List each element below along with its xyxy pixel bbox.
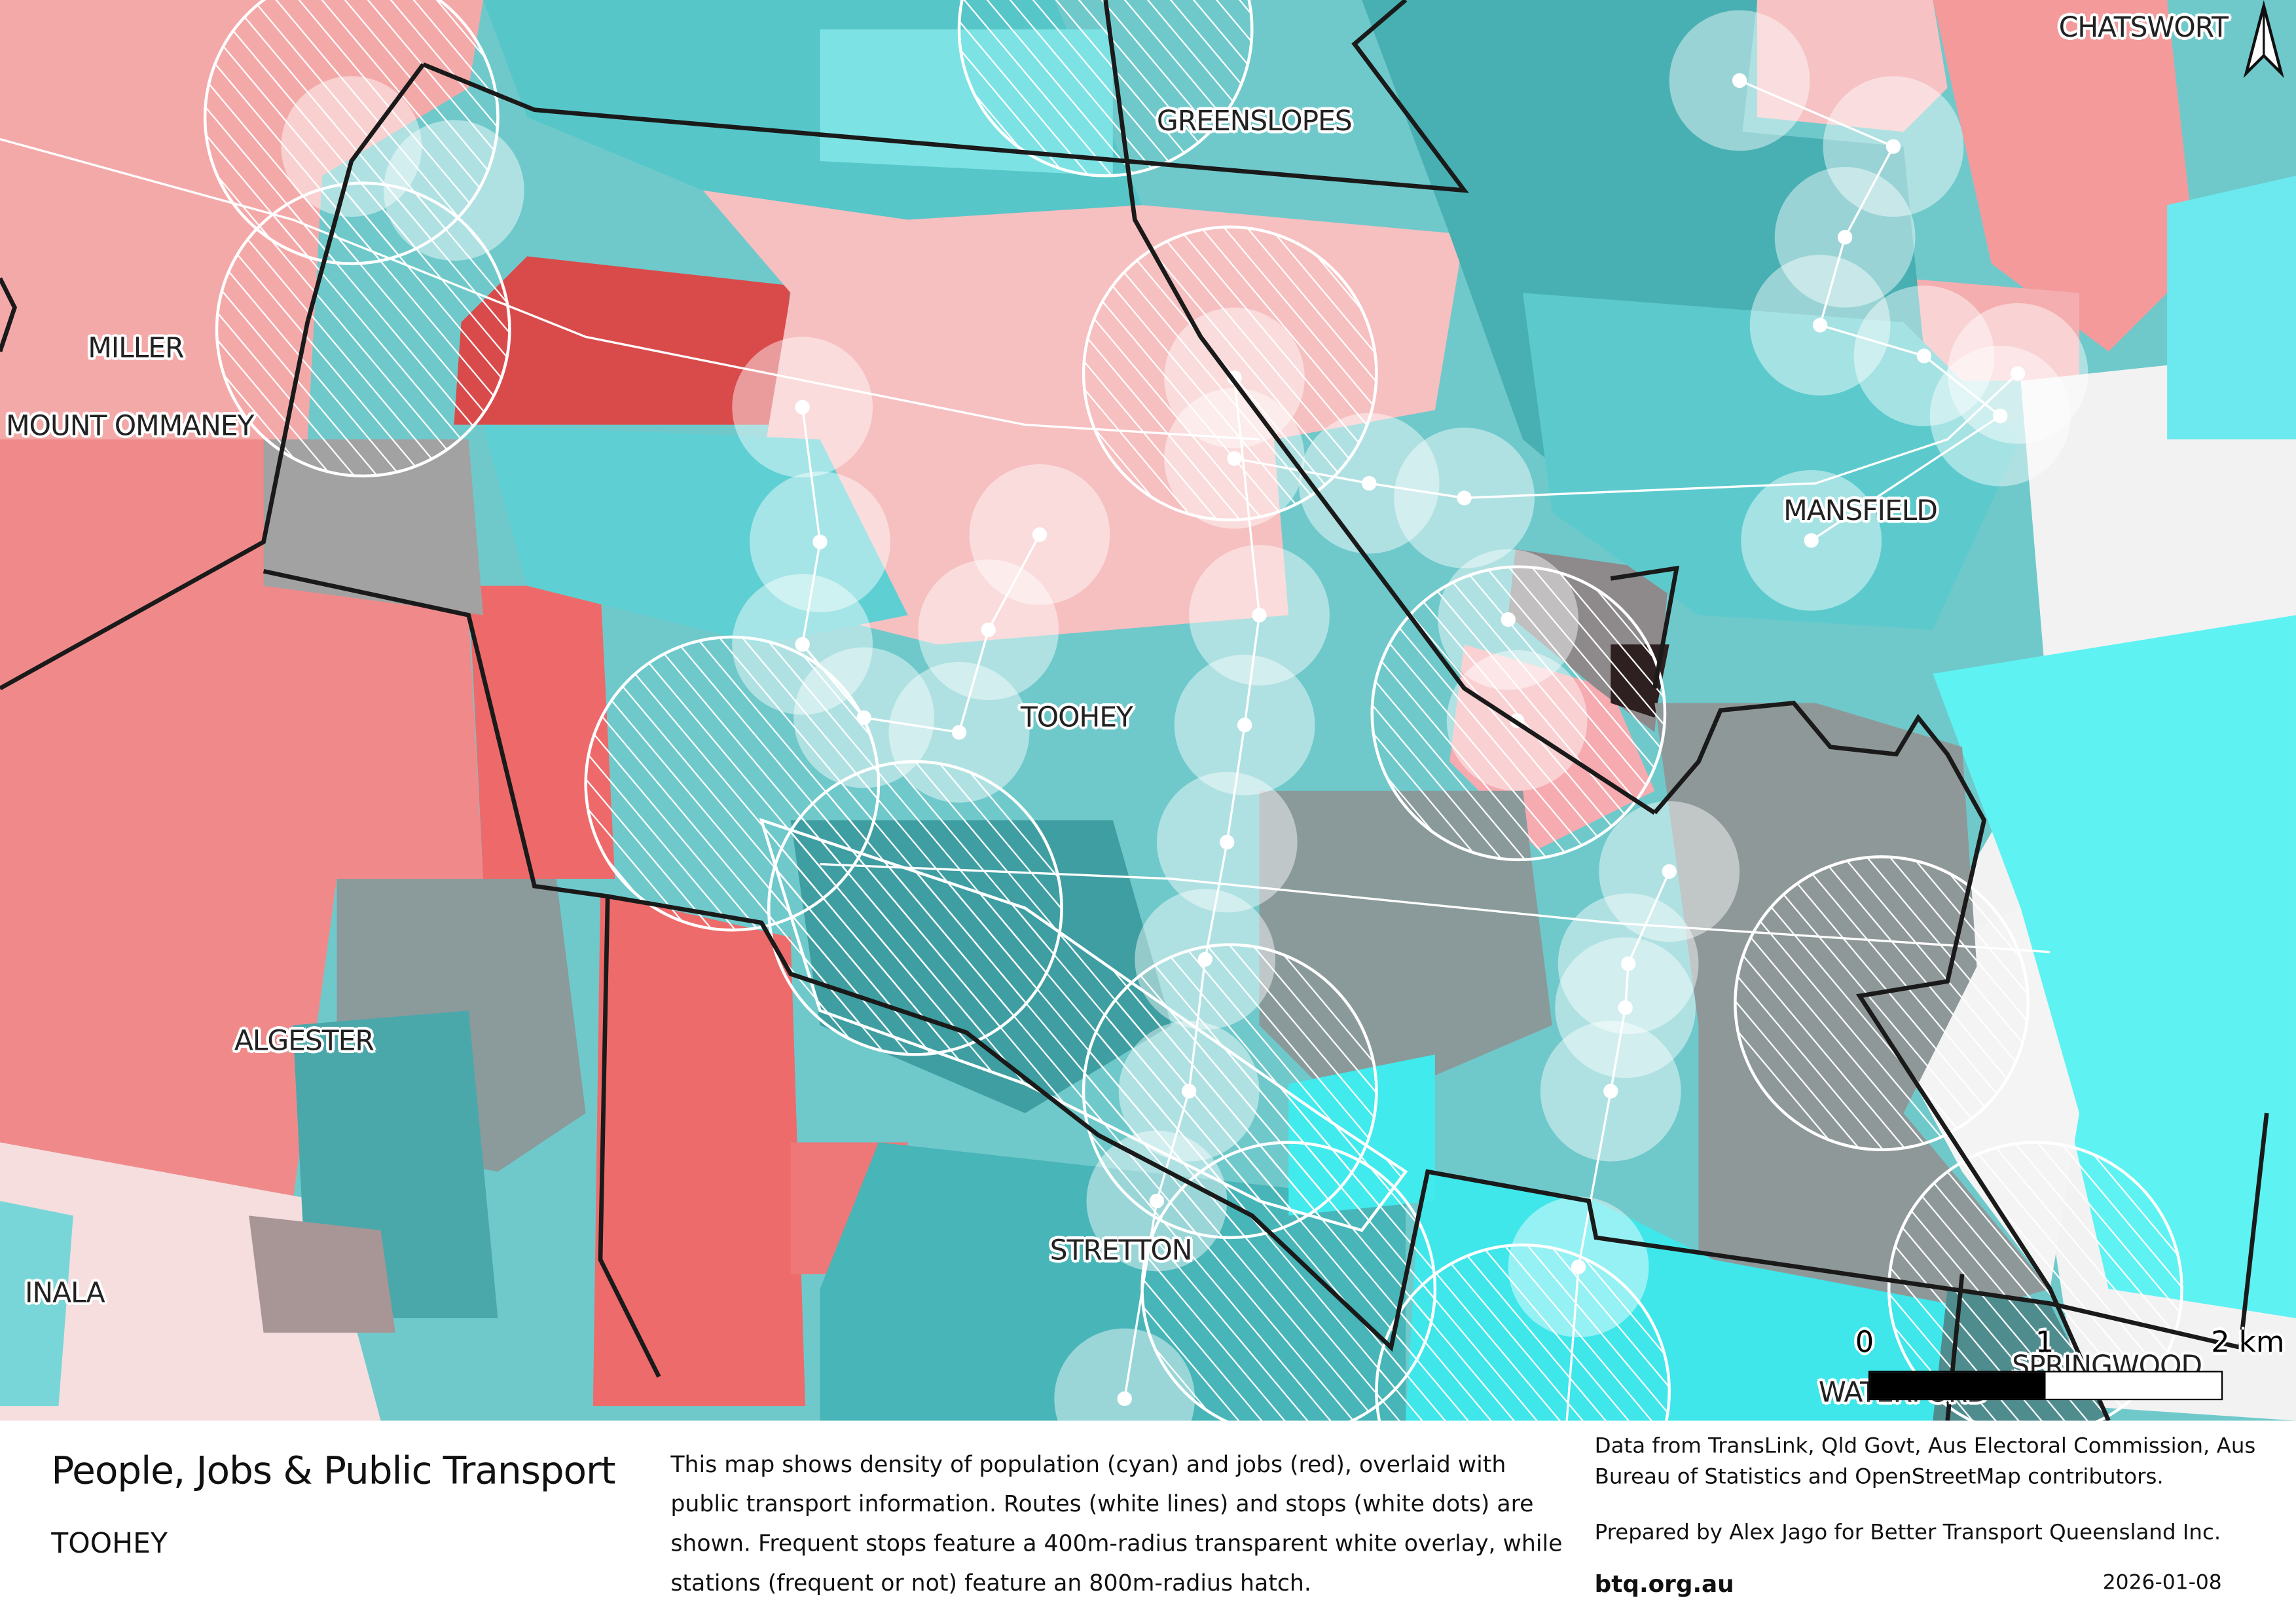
suburb-label-mount-ommaney: MOUNT OMMANEY [5,410,255,443]
suburb-label-algester: ALGESTER [234,1025,374,1058]
suburb-label-stretton: STRETTON [1049,1234,1193,1267]
website-link[interactable]: btq.org.au [1594,1570,1734,1598]
suburb-label-mansfield: MANSFIELD [1783,494,1938,528]
scale-tick-0: 0 [1855,1323,1874,1359]
map-subtitle: TOOHEY [51,1527,168,1560]
suburb-label-greenslopes: GREENSLOPES [1156,105,1353,138]
data-sources: Data from TransLink, Qld Govt, Aus Elect… [1594,1435,2256,1490]
scale-tick-2km: 2 km [2211,1323,2285,1359]
electorate-boundaries [0,0,2269,1421]
map-title: People, Jobs & Public Transport [51,1450,615,1494]
map-canvas [0,0,2296,1421]
map-description: This map shows density of population (cy… [670,1451,1563,1596]
map-area: CHATSWORT GREENSLOPES MILLER MOUNT OMMAN… [0,0,2296,1421]
scale-bar-frame [1868,1371,2223,1401]
suburb-label-toohey: TOOHEY [1020,701,1133,734]
suburb-label-chatsworth: CHATSWORT [2058,11,2229,45]
footer: People, Jobs & Public Transport TOOHEY T… [0,1420,2296,1624]
map-date: 2026-01-08 [2102,1571,2222,1595]
suburb-label-miller: MILLER [88,332,184,365]
north-arrow-icon [2243,0,2284,79]
jobs-density-areas [0,0,2296,1421]
prepared-by: Prepared by Alex Jago for Better Transpo… [1594,1521,2221,1545]
suburb-label-inala: INALA [25,1277,105,1310]
scale-bar-black-segment [1870,1372,2046,1399]
scale-tick-1: 1 [2035,1323,2054,1359]
